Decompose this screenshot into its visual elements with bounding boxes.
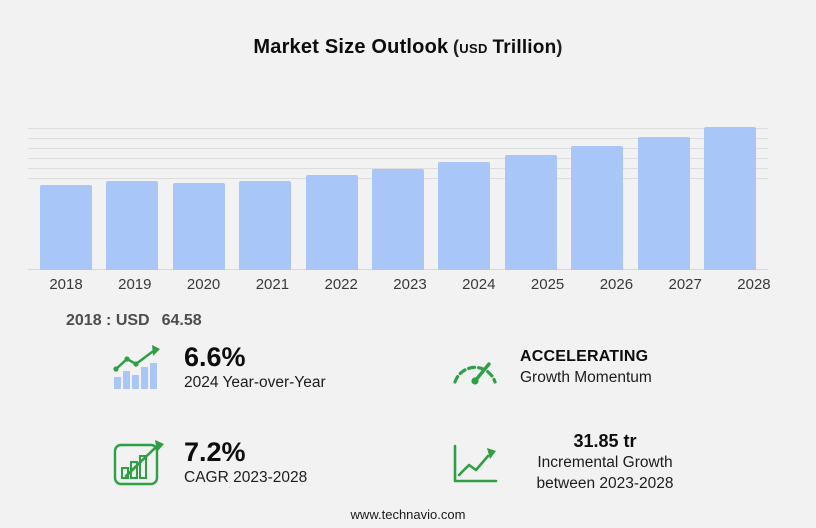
stat-label-cagr: CAGR 2023-2028 (184, 468, 308, 486)
gridline (28, 128, 768, 129)
x-tick-label: 2021 (255, 276, 290, 293)
bar-2022 (305, 175, 358, 270)
chart-annotation: 2018 : USD 64.58 (66, 312, 202, 330)
x-tick-label: 2024 (462, 276, 496, 293)
stat-value-momentum: ACCELERATING (520, 348, 649, 366)
annotation-value: 64.58 (161, 312, 202, 329)
gridline (28, 158, 768, 159)
stat-value-incremental: 31.85 tr (573, 430, 637, 451)
gridline (28, 148, 768, 149)
stat-value-cagr: 7.2% (184, 436, 246, 467)
bar-2028 (703, 126, 756, 270)
x-axis-labels: 2018 2019 2020 2021 2022 2023 2024 2025 2026 2027… (28, 276, 792, 293)
chart-title-paren-close: ) (556, 37, 563, 57)
stat-label-momentum: Growth Momentum (520, 368, 652, 386)
chart-title-unit: Trillion (492, 37, 557, 58)
x-tick-label: 2028 (737, 276, 771, 293)
bar-2025 (504, 154, 557, 270)
bar-2018 (40, 184, 92, 270)
x-tick-label: 2018 (49, 276, 83, 293)
gridline (28, 168, 768, 169)
bar-group (28, 122, 768, 270)
x-tick-label: 2026 (599, 276, 634, 293)
stat-label-yoy: 2024 Year-over-Year (184, 374, 326, 392)
stats-grid: 6.6% 2024 Year-over-Year ACCELERATING Gr… (112, 342, 776, 495)
x-tick-label: 2023 (393, 276, 427, 293)
x-tick-label: 2019 (118, 276, 152, 293)
bar-2020 (172, 183, 225, 270)
stat-label-incremental: Incremental Growth between 2023-2028 (536, 454, 674, 493)
bar-2023 (371, 168, 424, 270)
stat-card-incremental: 31.85 tr Incremental Growth between 2023… (448, 430, 776, 495)
x-tick-label: 2022 (324, 276, 358, 293)
bar-2019 (106, 181, 159, 270)
bar-2021 (239, 181, 292, 270)
stat-card-momentum: ACCELERATING Growth Momentum (448, 342, 776, 394)
chart-title: Market Size Outlook (USD Trillion) (0, 36, 816, 59)
cagr-icon (112, 438, 166, 488)
footer-url: www.technavio.com (350, 507, 466, 522)
x-tick-label: 2020 (186, 276, 221, 293)
bar-chart (28, 122, 768, 270)
annotation-prefix: 2018 : USD (66, 312, 150, 329)
incremental-growth-icon (448, 438, 502, 488)
bar-2027 (637, 137, 690, 270)
chart-title-paren-open: ( (453, 37, 460, 57)
stat-card-cagr: 7.2% CAGR 2023-2028 (112, 430, 448, 495)
bar-2026 (571, 146, 624, 270)
x-tick-label: 2027 (668, 276, 702, 293)
bar-2024 (438, 162, 491, 270)
yoy-growth-icon (112, 344, 166, 391)
gridline (28, 138, 768, 139)
chart-title-main: Market Size Outlook (253, 36, 449, 58)
x-tick-label: 2025 (530, 276, 565, 293)
stat-card-yoy: 6.6% 2024 Year-over-Year (112, 342, 448, 394)
chart-title-currency: USD (459, 41, 488, 56)
speedometer-icon (448, 346, 502, 390)
stat-value-yoy: 6.6% (184, 342, 246, 372)
